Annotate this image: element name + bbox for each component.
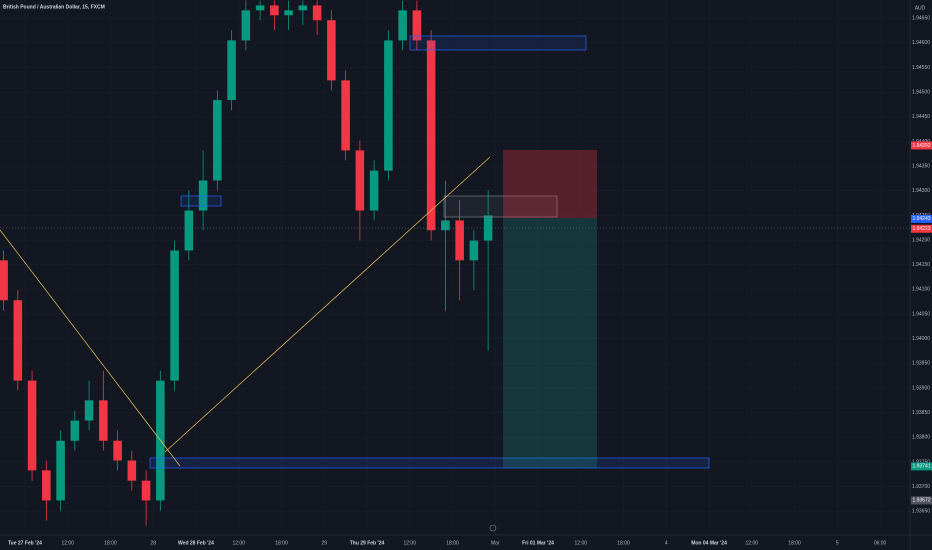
candle-body [170, 250, 179, 381]
candle-body [241, 10, 251, 41]
candle-body [13, 300, 23, 381]
candle-body [398, 10, 407, 41]
x-tick-label: Wed 28 Feb '24 [178, 540, 214, 546]
candle-body [412, 10, 422, 41]
x-tick-label: Mon 04 Mar '24 [691, 540, 727, 546]
candle-body [213, 100, 222, 181]
zone [180, 195, 222, 207]
candle-body [483, 215, 493, 241]
candle-body [227, 40, 236, 101]
candle-body [426, 40, 436, 231]
candle-body [341, 80, 350, 151]
x-tick-label: 12:00 [232, 540, 245, 546]
y-tick-label: 1.93850 [912, 410, 930, 416]
price-badge [911, 462, 932, 471]
y-tick-label: 1.94000 [912, 336, 930, 342]
candle-body [284, 10, 293, 16]
candle-body [0, 260, 8, 301]
trend-line [164, 156, 491, 453]
candle-body [384, 40, 393, 171]
price-badge-label: 1.94243 [912, 216, 930, 222]
price-badge [911, 214, 932, 223]
x-tick-label: 18:00 [446, 540, 459, 546]
event-icon[interactable] [489, 524, 497, 532]
price-badge-label: 1.93672 [912, 498, 930, 504]
y-tick-label: 1.94600 [912, 40, 930, 46]
y-tick-label: 1.94650 [912, 16, 930, 22]
y-tick-label: 1.94500 [912, 90, 930, 96]
x-tick-label: 4 [665, 540, 668, 546]
x-tick-label: 18:00 [275, 540, 288, 546]
chart-title: British Pound / Australian Dollar, 15, F… [3, 4, 105, 10]
y-tick-label: 1.93950 [912, 361, 930, 367]
price-badge-label: 1.94392 [912, 143, 930, 149]
y-tick-label: 1.94100 [912, 287, 930, 293]
candle-body [84, 400, 94, 421]
candle-body [455, 220, 464, 261]
y-tick-label: 1.94200 [912, 237, 930, 243]
candle-body [369, 170, 379, 211]
x-tick-label: 29 [321, 540, 327, 546]
y-tick-label: 1.94150 [912, 262, 930, 268]
x-tick-label: 28 [150, 540, 156, 546]
zone [443, 195, 558, 218]
candle-body [27, 380, 37, 471]
price-badge [911, 141, 932, 150]
x-tick-label: 5 [836, 540, 839, 546]
candle-body [42, 470, 51, 501]
candle-body [127, 460, 137, 481]
candle-body [99, 400, 108, 441]
y-tick-label: 1.93900 [912, 385, 930, 391]
candle-body [113, 440, 122, 461]
y-tick-label: 1.94050 [912, 311, 930, 317]
price-badge [911, 224, 932, 233]
x-tick-label: 06:00 [874, 540, 887, 546]
candle-body [270, 5, 279, 16]
x-tick-label: Fri 01 Mar '24 [522, 540, 554, 546]
x-tick-label: Thu 29 Feb '24 [350, 540, 385, 546]
price-badge-label: 1.94223 [912, 226, 930, 232]
x-tick-label: 18:00 [788, 540, 801, 546]
currency-label: AUD [915, 5, 926, 11]
x-tick-label: 12:00 [61, 540, 74, 546]
candle-body [141, 480, 151, 501]
y-tick-label: 1.93800 [912, 435, 930, 441]
x-tick-label: 18:00 [617, 540, 630, 546]
y-tick-label: 1.93700 [912, 484, 930, 490]
zone [149, 457, 710, 469]
candle-body [469, 240, 479, 261]
candle-body [70, 420, 80, 441]
x-tick-label: 12:00 [575, 540, 588, 546]
y-tick-label: 1.94450 [912, 114, 930, 120]
y-tick-label: 1.94350 [912, 163, 930, 169]
y-tick-label: 1.94550 [912, 65, 930, 71]
zone [409, 35, 587, 51]
candle-body [327, 20, 336, 81]
candle-body [312, 5, 322, 21]
price-badge [911, 496, 932, 505]
x-tick-label: Mar [491, 540, 500, 546]
target-zone [503, 218, 597, 468]
candle-body [441, 220, 450, 231]
stop-zone [503, 150, 597, 218]
plot-area [0, 0, 910, 530]
x-tick-label: 12:00 [746, 540, 759, 546]
candle-body [56, 440, 65, 501]
price-badge-label: 1.93741 [912, 464, 930, 470]
candle-body [355, 150, 365, 211]
x-tick-label: 18:00 [104, 540, 117, 546]
trend-line [0, 229, 181, 467]
candle-body [184, 210, 194, 251]
y-tick-label: 1.94300 [912, 188, 930, 194]
candle-body [198, 180, 208, 211]
candle-body [255, 5, 265, 11]
y-tick-label: 1.93750 [912, 459, 930, 465]
x-tick-label: Tue 27 Feb '24 [8, 540, 42, 546]
candle-body [298, 5, 308, 11]
y-tick-label: 1.93650 [912, 509, 930, 515]
x-tick-label: 12:00 [403, 540, 416, 546]
